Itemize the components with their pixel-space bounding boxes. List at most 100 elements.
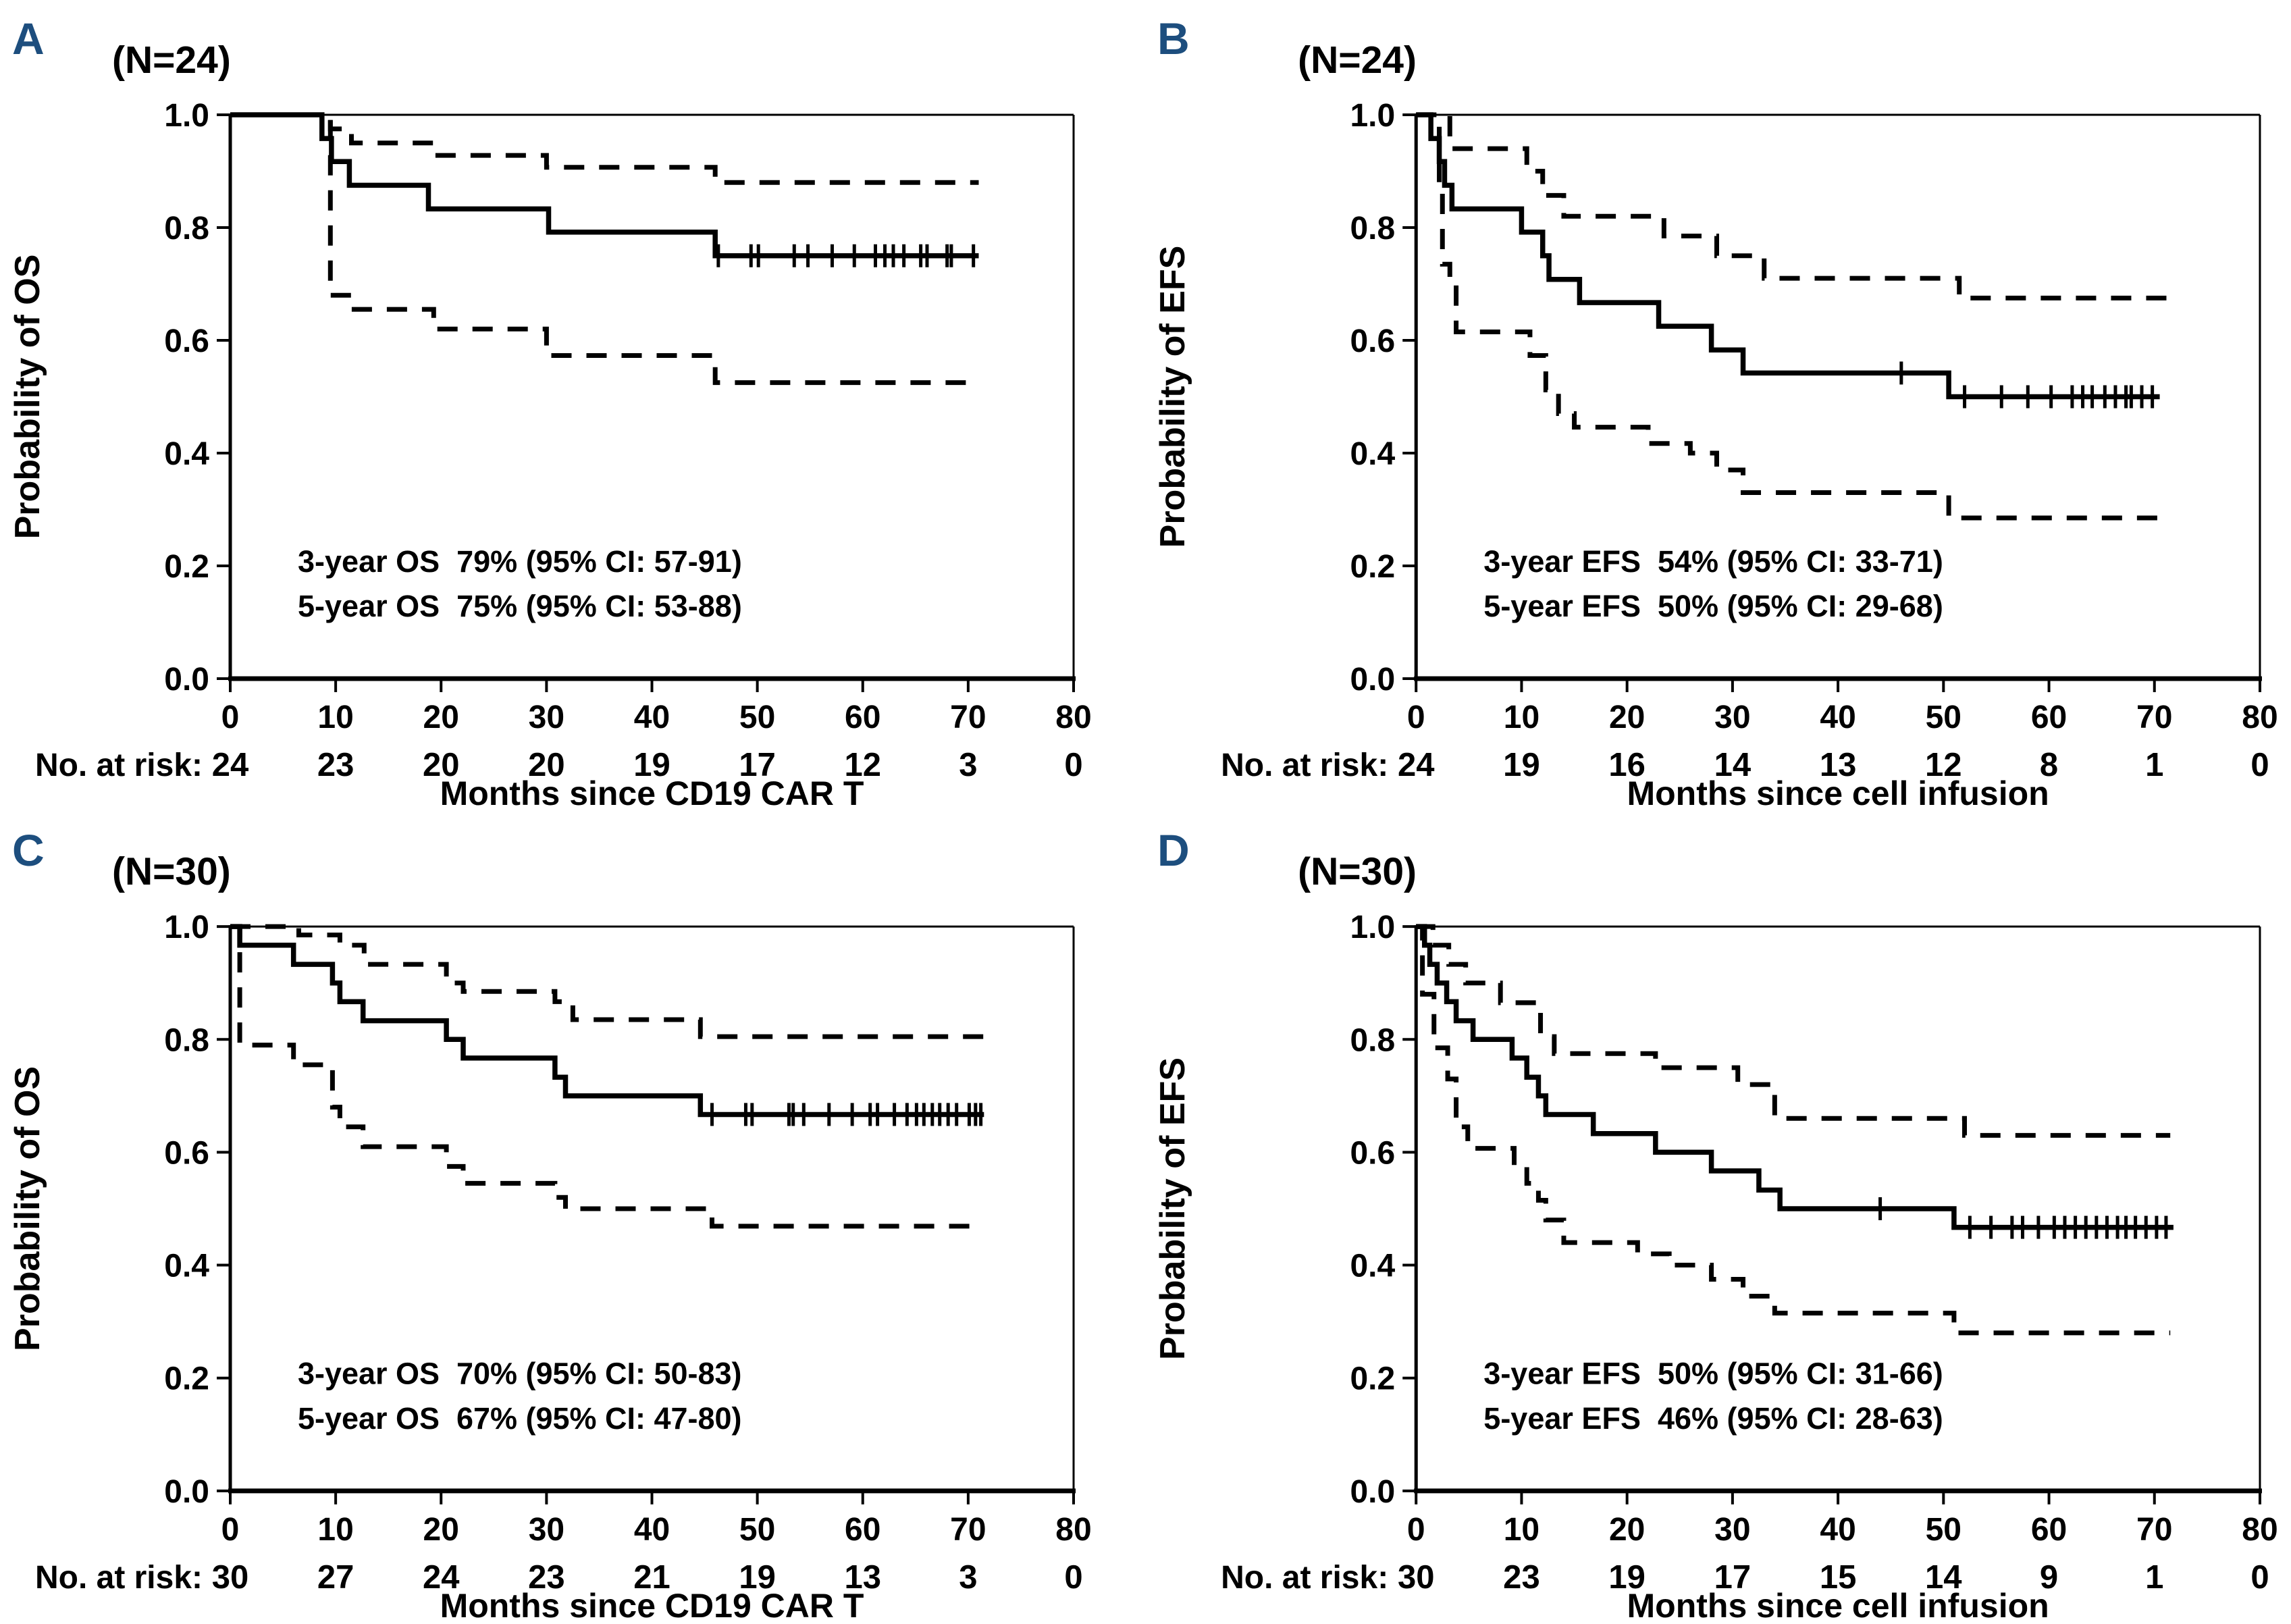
risk-count: 21 [633,1559,670,1596]
risk-row-label: No. at risk: [35,748,203,783]
y-tick-label: 0.8 [164,1022,209,1058]
km-ci-curve [1416,924,2171,1336]
annotation-line-1: 3-year EFS 54% (95% CI: 33-71) [1483,544,1943,579]
km-ci-curve [1416,924,2171,1138]
risk-count: 16 [1608,747,1645,783]
x-tick-label: 10 [317,1512,353,1548]
y-tick-label: 0.0 [164,1474,209,1510]
risk-count: 30 [212,1559,249,1596]
risk-count: 24 [423,1559,460,1596]
x-tick-label: 50 [1926,1512,1961,1548]
x-tick-label: 0 [1407,1512,1425,1548]
km-estimate-curve [1416,924,2174,1230]
risk-count: 0 [1064,747,1082,783]
y-tick-label: 0.0 [1350,662,1395,698]
panel-B: 0.0 0.2 0.4 0.6 0.8 1.0 0 24 10 19 20 16 30 14 40 13 50 1… [1145,0,2291,812]
n-label: (N=24) [1298,38,1417,82]
km-ci-curve [1416,112,2165,521]
panel-A-chart: 0.00.20.40.60.81.00241023202030204019501… [8,14,1092,812]
x-tick-label: 80 [1055,1512,1091,1548]
y-tick-label: 0.4 [164,436,209,472]
y-tick-label: 0.2 [164,549,209,585]
km-estimate-curve [230,924,984,1118]
x-tick-label: 30 [529,700,564,735]
risk-count: 0 [2250,747,2269,783]
risk-count: 0 [1064,1559,1082,1596]
x-tick-label: 30 [529,1512,564,1548]
x-tick-label: 70 [950,1512,986,1548]
y-tick-label: 0.2 [164,1361,209,1397]
x-tick-label: 30 [1714,700,1750,735]
panel-D-chart: 0.00.20.40.60.81.00301023201930174015501… [1153,825,2278,1624]
y-tick-label: 0.8 [1350,211,1395,246]
y-tick-label: 1.0 [1350,98,1395,134]
risk-count: 23 [528,1559,565,1596]
risk-count: 20 [528,747,565,783]
panel-A: 0.0 0.2 0.4 0.6 0.8 1.0 0 24 10 23 20 20 30 20 40 19 50 1… [0,0,1145,812]
panel-letter: B [1157,14,1190,63]
annotation-line-2: 5-year EFS 46% (95% CI: 28-63) [1483,1401,1943,1436]
x-tick-label: 40 [634,1512,670,1548]
x-tick-label: 0 [221,1512,240,1548]
x-tick-label: 80 [2242,700,2277,735]
km-ci-curve [230,112,979,386]
x-tick-label: 0 [221,700,240,735]
risk-count: 24 [212,747,249,783]
x-tick-label: 40 [634,700,670,735]
risk-count: 13 [1820,747,1857,783]
panel-C: 0.0 0.2 0.4 0.6 0.8 1.0 0 30 10 27 20 24 30 23 40 21 50 1… [0,812,1145,1624]
y-tick-label: 0.4 [164,1249,209,1284]
risk-count: 15 [1820,1559,1857,1596]
y-tick-label: 0.6 [164,1135,209,1171]
y-tick-label: 0.8 [164,211,209,246]
y-axis-title: Probability of OS [8,1066,47,1351]
x-tick-label: 50 [739,1512,775,1548]
risk-count: 14 [1714,747,1752,783]
y-tick-label: 0.4 [1350,436,1395,472]
risk-count: 20 [423,747,460,783]
x-axis-title: Months since CD19 CAR T [440,1587,864,1624]
y-tick-label: 0.2 [1350,1361,1395,1397]
risk-row-label: No. at risk: [1221,1560,1388,1596]
n-label: (N=30) [112,850,231,893]
x-tick-label: 80 [1055,700,1091,735]
y-axis-title: Probability of OS [8,255,47,540]
y-axis-title: Probability of EFS [1153,246,1192,548]
x-tick-label: 0 [1407,700,1425,735]
risk-count: 30 [1398,1559,1435,1596]
y-axis-title: Probability of EFS [1153,1057,1192,1360]
x-tick-label: 70 [2136,700,2172,735]
risk-count: 8 [2040,747,2058,783]
x-axis-title: Months since cell infusion [1627,1587,2049,1624]
panel-D: 0.0 0.2 0.4 0.6 0.8 1.0 0 30 10 23 20 19 30 17 40 15 50 1… [1145,812,2291,1624]
km-ci-curve [1416,112,2171,300]
km-estimate-curve [1416,112,2160,400]
x-tick-label: 30 [1714,1512,1750,1548]
y-tick-label: 1.0 [164,98,209,134]
risk-count: 14 [1925,1559,1962,1596]
panel-C-chart: 0.00.20.40.60.81.00301027202430234021501… [8,825,1092,1624]
risk-count: 19 [739,1559,776,1596]
annotation-line-2: 5-year OS 75% (95% CI: 53-88) [298,589,742,623]
risk-count: 12 [844,747,881,783]
risk-row-label: No. at risk: [1221,748,1388,783]
risk-count: 19 [1608,1559,1645,1596]
x-tick-label: 60 [845,1512,880,1548]
risk-count: 1 [2145,1559,2163,1596]
x-tick-label: 20 [1609,1512,1645,1548]
y-tick-label: 0.2 [1350,549,1395,585]
risk-count: 23 [1503,1559,1540,1596]
x-tick-label: 40 [1820,700,1855,735]
x-tick-label: 40 [1820,1512,1855,1548]
risk-count: 19 [1503,747,1540,783]
annotation-line-1: 3-year EFS 50% (95% CI: 31-66) [1483,1357,1943,1391]
n-label: (N=24) [112,38,231,82]
risk-count: 12 [1925,747,1962,783]
y-tick-label: 0.4 [1350,1249,1395,1284]
x-tick-label: 60 [2031,1512,2067,1548]
y-tick-label: 0.0 [1350,1474,1395,1510]
n-label: (N=30) [1298,850,1417,893]
x-tick-label: 20 [423,1512,459,1548]
panel-letter: D [1157,825,1190,875]
risk-row-label: No. at risk: [35,1560,203,1596]
